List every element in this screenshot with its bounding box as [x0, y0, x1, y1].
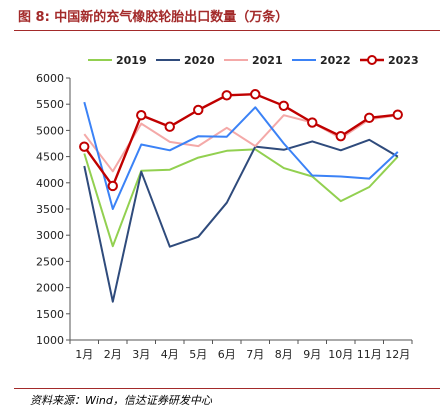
x-tick-label: 10月 [328, 348, 353, 361]
x-tick-label: 2月 [104, 348, 122, 361]
data-point [307, 117, 318, 128]
x-tick-label: 7月 [246, 348, 264, 361]
legend-label: 2021 [252, 54, 283, 67]
y-tick-label: 6000 [36, 72, 64, 85]
chart-legend: 2019 2020 2021 2022 2023 [88, 54, 419, 67]
x-tick-label: 4月 [161, 348, 179, 361]
data-point [136, 110, 147, 121]
legend-item: 2020 [156, 54, 215, 67]
title-rule [14, 30, 440, 31]
x-tick-label: 11月 [357, 348, 382, 361]
figure-title: 图 8: 中国新的充气橡胶轮胎出口数量（万条） [18, 10, 289, 25]
y-tick-label: 2000 [36, 282, 64, 295]
series-2021 [83, 114, 398, 173]
x-tick-label: 3月 [132, 348, 150, 361]
x-tick-label: 12月 [385, 348, 410, 361]
source-rule [14, 388, 440, 389]
legend-item: 2022 [292, 54, 351, 67]
x-tick-label: 5月 [189, 348, 207, 361]
data-point [193, 104, 204, 116]
data-point [164, 121, 175, 132]
y-tick-label: 3000 [36, 229, 64, 242]
legend-item: 2019 [88, 54, 147, 67]
series-line [83, 92, 398, 188]
legend-item: 2023 [360, 54, 419, 67]
series-2019 [83, 148, 399, 248]
legend-label: 2019 [116, 54, 147, 67]
legend-marker [367, 55, 377, 65]
y-tick-label: 1000 [36, 334, 64, 347]
export-volume-chart: 1000 1500 2000 2500 3000 3500 4000 4500 5000 5500… [36, 54, 419, 361]
data-point [107, 180, 118, 192]
y-tick-label: 3500 [36, 203, 64, 216]
y-tick-label: 2500 [36, 255, 64, 268]
chart-axes: 1000 1500 2000 2500 3000 3500 4000 4500 5000 5500… [36, 72, 413, 361]
x-tick-label: 9月 [303, 348, 321, 361]
series-line [83, 148, 399, 248]
data-point [392, 109, 403, 120]
y-tick-label: 4000 [36, 177, 64, 190]
x-tick-label: 8月 [275, 348, 293, 361]
legend-label: 2023 [388, 54, 419, 67]
series-2023 [79, 89, 403, 192]
data-point [335, 130, 346, 142]
series-layer [79, 89, 403, 303]
y-tick-label: 4500 [36, 151, 64, 164]
data-point [250, 89, 261, 100]
y-tick-label: 5500 [36, 98, 64, 111]
legend-label: 2020 [184, 54, 215, 67]
source-note: 资料来源：Wind，信达证券研发中心 [30, 394, 212, 407]
series-line [83, 101, 399, 210]
legend-label: 2022 [320, 54, 351, 67]
legend-item: 2021 [224, 54, 283, 67]
y-tick-label: 1500 [36, 308, 64, 321]
series-line [83, 114, 398, 173]
x-tick-label: 1月 [75, 348, 93, 361]
series-2022 [83, 101, 399, 210]
data-point [278, 100, 289, 111]
data-point [79, 141, 90, 152]
y-tick-label: 5000 [36, 124, 64, 137]
x-tick-label: 6月 [218, 348, 236, 361]
series-2020 [83, 138, 399, 303]
data-point [364, 112, 375, 124]
data-point [221, 90, 232, 101]
series-line [83, 138, 399, 303]
